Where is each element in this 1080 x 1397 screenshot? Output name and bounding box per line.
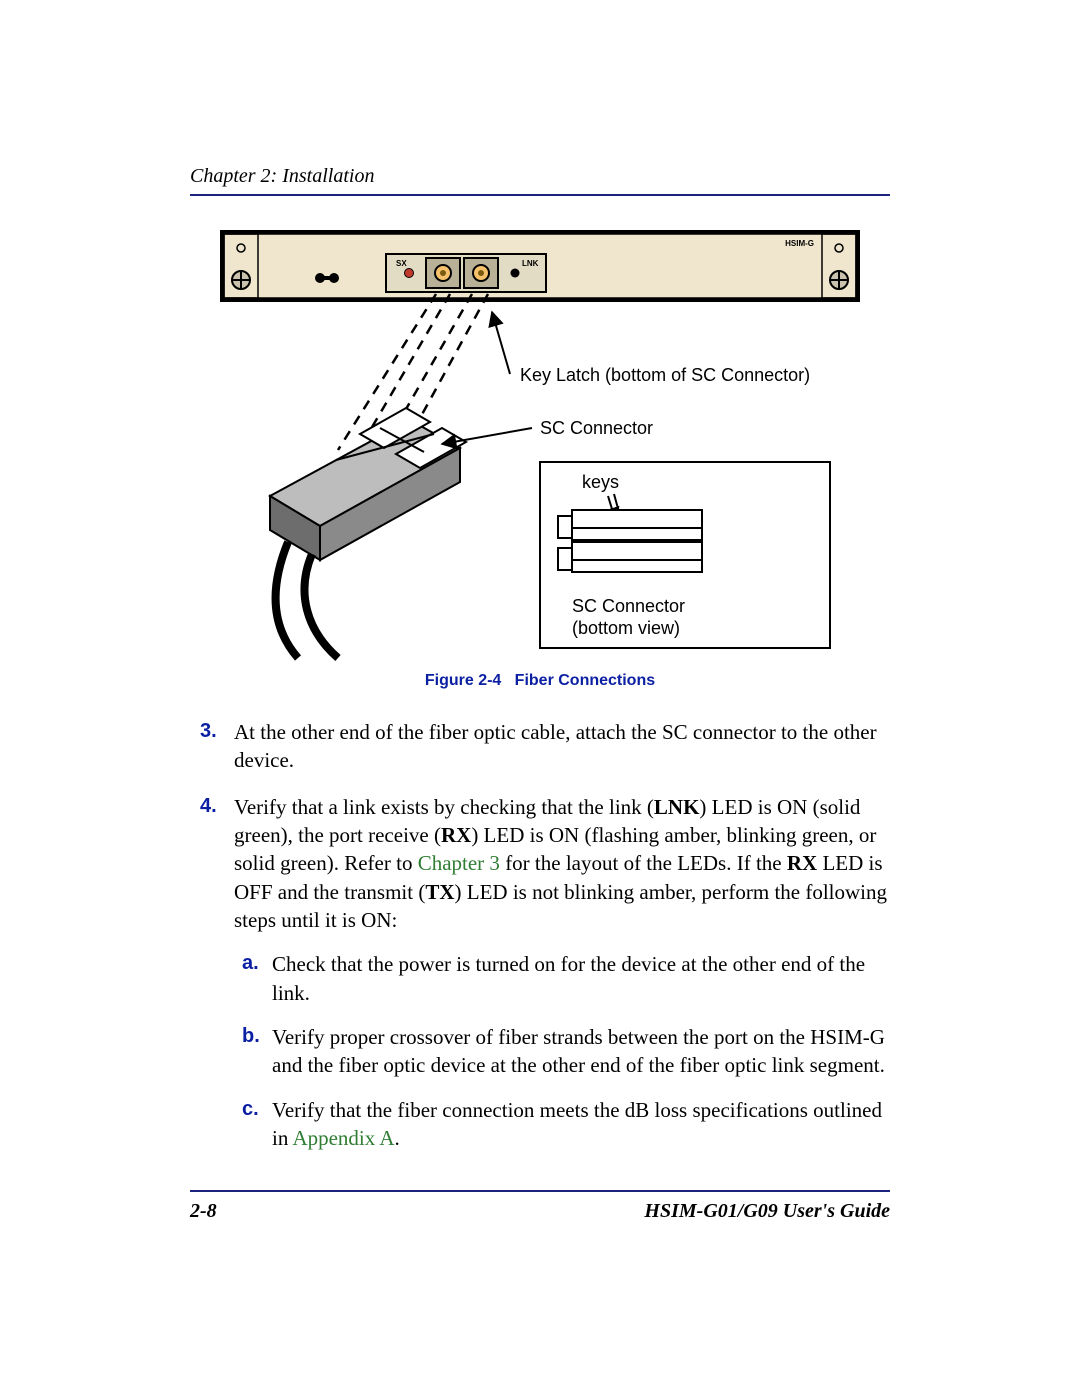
label-lnk: LNK — [522, 259, 539, 268]
callout-sc-connector: SC Connector — [540, 418, 653, 438]
substep-letter: a. — [242, 950, 259, 977]
substep-c: c. Verify that the fiber connection meet… — [242, 1096, 890, 1153]
step-3: 3. At the other end of the fiber optic c… — [200, 718, 890, 775]
step-4: 4. Verify that a link exists by checking… — [200, 793, 890, 1153]
running-head: Chapter 2: Installation — [190, 165, 890, 196]
substep-letter: b. — [242, 1023, 260, 1050]
step-list: 3. At the other end of the fiber optic c… — [200, 718, 890, 1152]
callout-keys: keys — [582, 472, 619, 492]
callout-sc-bottom-2: (bottom view) — [572, 618, 680, 638]
substep-text: Verify that the fiber connection meets t… — [272, 1098, 882, 1150]
callout-key-latch: Key Latch (bottom of SC Connector) — [520, 365, 810, 385]
substep-list: a. Check that the power is turned on for… — [242, 950, 890, 1152]
link-appendix-a[interactable]: Appendix A — [292, 1126, 394, 1150]
substep-text: Check that the power is turned on for th… — [272, 952, 865, 1004]
figure-number: Figure 2-4 — [425, 672, 501, 689]
step-text: Verify that a link exists by checking th… — [234, 795, 887, 932]
sc-connector-3d — [270, 408, 466, 560]
page-footer: 2-8 HSIM-G01/G09 User's Guide — [190, 1190, 890, 1223]
substep-letter: c. — [242, 1096, 259, 1123]
step-text: At the other end of the fiber optic cabl… — [234, 720, 877, 772]
step-number: 3. — [200, 718, 217, 745]
callout-sc-bottom-1: SC Connector — [572, 596, 685, 616]
guide-title: HSIM-G01/G09 User's Guide — [644, 1200, 890, 1223]
figure-title: Fiber Connections — [515, 672, 655, 689]
substep-text: Verify proper crossover of fiber strands… — [272, 1025, 885, 1077]
figure-2-4: SX LNK HSIM-G Key Latch (bottom of SC Co… — [210, 226, 870, 666]
step-number: 4. — [200, 793, 217, 820]
figure-caption: Figure 2-4 Fiber Connections — [190, 672, 890, 690]
substep-a: a. Check that the power is turned on for… — [242, 950, 890, 1007]
label-hsim-g: HSIM-G — [785, 239, 814, 248]
fiber-connections-diagram: SX LNK HSIM-G Key Latch (bottom of SC Co… — [210, 226, 870, 666]
page-number: 2-8 — [190, 1200, 217, 1223]
label-sx: SX — [396, 259, 407, 268]
substep-b: b. Verify proper crossover of fiber stra… — [242, 1023, 890, 1080]
link-chapter-3[interactable]: Chapter 3 — [418, 851, 500, 875]
